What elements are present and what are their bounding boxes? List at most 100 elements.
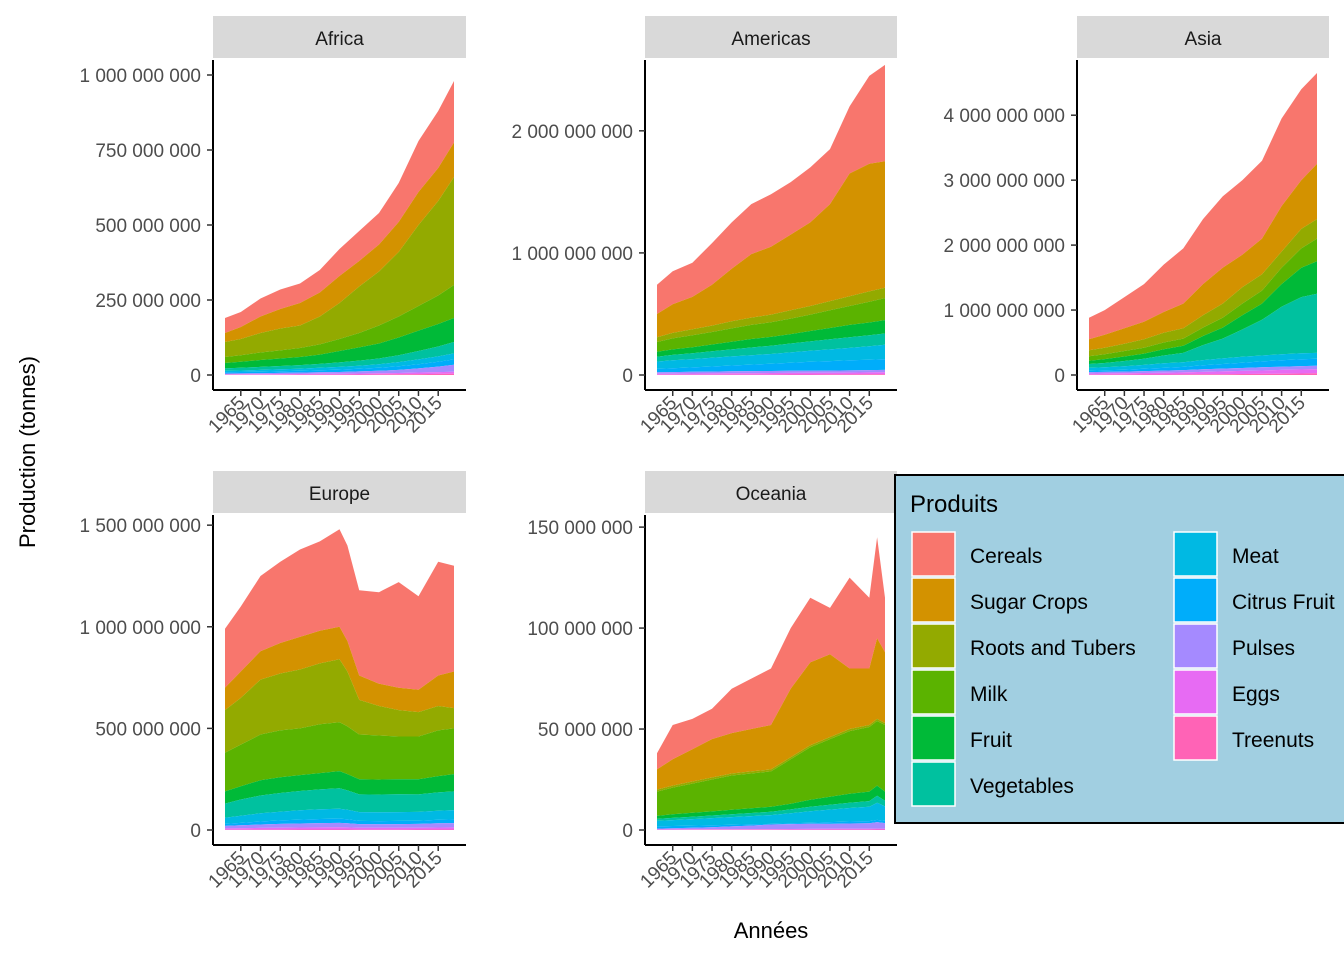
area-pulses xyxy=(225,822,454,829)
legend: Produits Cereals Sugar Crops Roots and Tube… xyxy=(894,474,1344,824)
facet-panels: Africa 0 250 000 000 500 000 000 750 000 000… xyxy=(79,16,1329,892)
area-treenuts xyxy=(657,374,885,375)
area-sugar-crops xyxy=(225,142,454,342)
area-fruit xyxy=(657,320,885,357)
legend-label: Meat xyxy=(1232,545,1279,568)
area-milk xyxy=(225,285,454,363)
y-tick-label: 1 000 000 000 xyxy=(943,301,1065,322)
y-tick-label: 250 000 000 xyxy=(95,291,201,312)
area-pulses xyxy=(657,369,885,374)
legend-key xyxy=(911,715,956,761)
area-meat xyxy=(657,344,885,369)
legend-item-cereals: Cereals xyxy=(911,531,1042,577)
legend-item-treenuts: Treenuts xyxy=(1173,715,1314,761)
area-vegetables xyxy=(225,342,454,371)
facet-strip-label: Americas xyxy=(731,29,810,50)
area-roots-and-tubers xyxy=(225,177,454,357)
facet-strip xyxy=(213,16,466,58)
facet-strip-label: Africa xyxy=(315,29,364,50)
legend-label: Cereals xyxy=(970,545,1042,568)
area-citrus-fruit xyxy=(1089,358,1317,373)
y-tick-label: 1 000 000 000 xyxy=(79,618,201,639)
area-eggs xyxy=(225,371,454,375)
area-pulses xyxy=(225,364,454,375)
legend-label: Roots and Tubers xyxy=(970,637,1136,660)
legend-label: Sugar Crops xyxy=(970,591,1088,614)
legend-item-milk: Milk xyxy=(911,669,1008,715)
legend-key xyxy=(1173,531,1218,577)
area-cereals xyxy=(657,64,885,315)
area-meat xyxy=(225,808,454,824)
area-vegetables xyxy=(657,795,885,821)
legend-item-roots-and-tubers: Roots and Tubers xyxy=(911,623,1136,669)
facet-strip xyxy=(1077,16,1329,58)
y-tick-label: 750 000 000 xyxy=(95,141,201,162)
legend-key xyxy=(911,577,956,623)
y-tick-label: 500 000 000 xyxy=(95,719,201,740)
y-tick-label: 2 000 000 000 xyxy=(943,236,1065,257)
legend-key xyxy=(1173,715,1218,761)
area-vegetables xyxy=(1089,293,1317,368)
panel-oceania: Oceania 0 50 000 000 100 000 000 150 000 000… xyxy=(527,471,897,892)
area-sugar-crops xyxy=(225,626,454,713)
area-milk xyxy=(657,298,885,352)
legend-key xyxy=(911,623,956,669)
panel-africa: Africa 0 250 000 000 500 000 000 750 000 000… xyxy=(79,16,466,437)
area-fruit xyxy=(225,318,454,369)
y-tick-label: 50 000 000 xyxy=(538,720,633,741)
area-fruit xyxy=(1089,261,1317,364)
area-fruit xyxy=(657,785,885,819)
legend-label: Treenuts xyxy=(1232,729,1314,752)
y-tick-label: 100 000 000 xyxy=(527,619,633,640)
area-treenuts xyxy=(225,373,454,375)
legend-key xyxy=(911,669,956,715)
area-milk xyxy=(225,722,454,792)
y-tick-label: 0 xyxy=(622,366,633,387)
facet-strip xyxy=(213,471,466,513)
area-fruit xyxy=(225,771,454,804)
legend-key xyxy=(1173,669,1218,715)
area-cereals xyxy=(1089,73,1317,340)
legend-key xyxy=(911,531,956,577)
area-pulses xyxy=(1089,365,1317,374)
area-citrus-fruit xyxy=(225,359,454,374)
area-treenuts xyxy=(1089,373,1317,375)
legend-key xyxy=(911,761,956,807)
area-citrus-fruit xyxy=(225,818,454,826)
y-tick-label: 0 xyxy=(622,821,633,842)
panel-asia: Asia 0 1 000 000 000 2 000 000 000 3 000 000… xyxy=(943,16,1329,437)
area-sugar-crops xyxy=(1089,163,1317,351)
area-roots-and-tubers xyxy=(225,659,454,753)
facet-strip-label: Asia xyxy=(1185,29,1222,50)
area-citrus-fruit xyxy=(657,359,885,373)
y-tick-label: 1 000 000 000 xyxy=(79,66,201,87)
area-cereals xyxy=(225,529,454,690)
y-tick-label: 3 000 000 000 xyxy=(943,171,1065,192)
area-milk xyxy=(657,721,885,816)
area-cereals xyxy=(657,537,885,770)
facet-strip xyxy=(645,471,897,513)
facet-strip xyxy=(645,16,897,58)
area-eggs xyxy=(657,828,885,830)
legend-item-fruit: Fruit xyxy=(911,715,1012,761)
legend-label: Fruit xyxy=(970,729,1012,752)
y-axis-title: Production (tonnes) xyxy=(15,356,40,548)
legend-box xyxy=(894,474,1344,824)
legend-label: Milk xyxy=(970,683,1008,706)
area-eggs xyxy=(1089,369,1317,375)
area-vegetables xyxy=(657,333,885,362)
y-tick-label: 1 000 000 000 xyxy=(511,244,633,265)
facet-strip-label: Europe xyxy=(309,484,370,505)
legend-label: Citrus Fruit xyxy=(1232,591,1335,614)
area-meat xyxy=(225,353,454,373)
area-eggs xyxy=(657,372,885,375)
y-tick-label: 150 000 000 xyxy=(527,518,633,539)
y-tick-label: 4 000 000 000 xyxy=(943,106,1065,127)
y-tick-label: 2 000 000 000 xyxy=(511,122,633,143)
area-roots-and-tubers xyxy=(657,718,885,792)
area-cereals xyxy=(225,81,454,333)
y-tick-label: 0 xyxy=(190,821,201,842)
area-meat xyxy=(657,802,885,827)
